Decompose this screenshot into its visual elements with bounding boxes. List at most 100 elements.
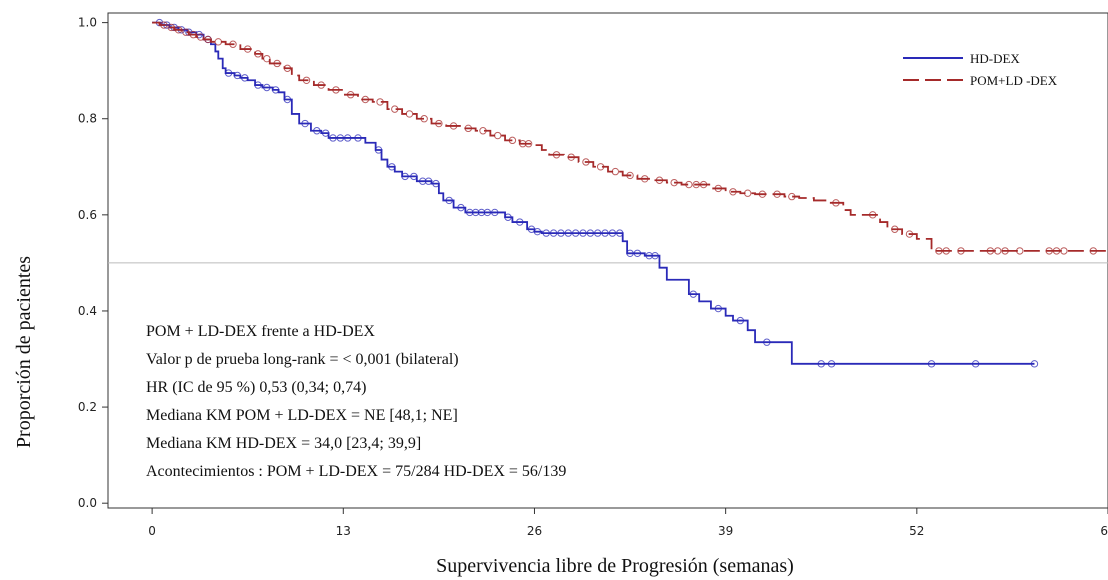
censor-marker bbox=[233, 71, 242, 80]
y-tick-label: 0.2 bbox=[78, 400, 97, 414]
y-axis-title: Proporción de pacientes bbox=[13, 256, 35, 448]
censor-marker bbox=[957, 247, 965, 255]
censor-marker bbox=[905, 230, 914, 238]
censor-marker bbox=[645, 251, 653, 260]
censor-marker bbox=[329, 134, 337, 142]
x-axis-ticks: 0 13 26 39 52 65 bbox=[148, 508, 1108, 538]
censor-marker bbox=[557, 229, 565, 237]
censor-marker bbox=[564, 229, 572, 237]
km-curve-line bbox=[152, 21, 1108, 252]
annotation-line-4: Mediana KM POM + LD-DEX = NE [48,1; NE] bbox=[146, 407, 458, 424]
y-axis-ticks: 0.0 0.2 0.4 0.6 0.8 1.0 bbox=[78, 16, 108, 510]
censor-marker bbox=[464, 124, 472, 133]
censor-marker bbox=[283, 64, 292, 72]
censor-marker bbox=[1045, 247, 1053, 255]
censor-marker bbox=[670, 178, 678, 187]
censor-marker bbox=[1001, 247, 1009, 255]
censor-marker bbox=[699, 180, 708, 189]
censor-marker bbox=[758, 190, 767, 198]
censor-marker bbox=[254, 50, 262, 58]
censor-marker bbox=[1060, 247, 1068, 255]
censor-marker bbox=[494, 131, 502, 140]
censor-marker bbox=[401, 172, 409, 181]
annotation-block: POM + LD-DEX frente a HD-DEX Valor p de … bbox=[146, 323, 566, 480]
censor-marker bbox=[788, 192, 796, 201]
censor-marker bbox=[1016, 247, 1024, 255]
censor-marker bbox=[244, 45, 252, 53]
censor-marker bbox=[344, 134, 352, 142]
censor-marker bbox=[471, 208, 480, 217]
censor-marker bbox=[273, 59, 281, 68]
annotation-line-2: Valor p de prueba long-rank = < 0,001 (b… bbox=[146, 351, 459, 368]
censor-marker bbox=[714, 304, 722, 313]
censor-marker bbox=[744, 189, 752, 197]
censor-marker bbox=[332, 86, 340, 94]
censor-marker bbox=[596, 163, 605, 171]
plot-frame bbox=[107, 12, 1108, 509]
censor-marker bbox=[1089, 247, 1097, 255]
censor-marker bbox=[552, 151, 561, 159]
x-tick-label: 65 bbox=[1100, 524, 1108, 538]
censor-marker bbox=[254, 81, 262, 89]
censor-marker bbox=[586, 229, 595, 237]
censor-marker bbox=[655, 176, 664, 184]
legend-label-hd-dex: HD-DEX bbox=[970, 51, 1020, 66]
y-tick-label: 0.8 bbox=[78, 112, 97, 126]
censor-marker bbox=[601, 229, 609, 237]
censor-marker bbox=[283, 95, 292, 104]
censor-marker bbox=[1030, 360, 1039, 368]
censor-marker bbox=[986, 247, 995, 255]
censor-marker bbox=[689, 290, 697, 298]
censor-marker bbox=[567, 153, 575, 161]
censor-marker bbox=[241, 74, 249, 82]
censor-marker bbox=[374, 146, 383, 154]
censor-marker bbox=[1052, 247, 1061, 255]
annotation-line-6: Acontecimientos : POM + LD-DEX = 75/284 … bbox=[146, 463, 566, 480]
censor-marker bbox=[935, 247, 943, 255]
censor-marker bbox=[971, 360, 980, 368]
censor-marker bbox=[336, 134, 345, 142]
censor-marker bbox=[224, 69, 233, 77]
censor-marker bbox=[420, 115, 428, 123]
censor-marker bbox=[519, 140, 527, 148]
censor-marker bbox=[763, 338, 771, 346]
censor-marker bbox=[160, 21, 168, 29]
censor-marker bbox=[361, 95, 370, 104]
censor-marker bbox=[608, 229, 617, 237]
censor-marker bbox=[611, 167, 620, 176]
censor-marker bbox=[346, 90, 355, 99]
censor-marker bbox=[263, 83, 271, 92]
censor-marker bbox=[405, 110, 414, 118]
censor-marker bbox=[832, 199, 840, 207]
censor-marker bbox=[354, 134, 362, 142]
censor-marker bbox=[491, 208, 499, 217]
annotation-line-5: Mediana KM HD-DEX = 34,0 [23,4; 39,9] bbox=[146, 435, 421, 452]
censor-marker bbox=[616, 229, 624, 237]
censor-marker bbox=[204, 35, 212, 44]
censor-marker bbox=[582, 158, 590, 166]
censor-marker bbox=[869, 211, 877, 219]
censor-marker bbox=[594, 229, 602, 237]
censor-marker bbox=[457, 203, 465, 212]
censor-marker bbox=[196, 33, 205, 41]
censor-marker bbox=[376, 98, 384, 106]
censor-marker bbox=[579, 229, 587, 237]
censor-marker bbox=[388, 163, 396, 171]
censor-marker bbox=[435, 119, 443, 128]
censor-marker bbox=[321, 129, 330, 137]
annotation-line-1: POM + LD-DEX frente a HD-DEX bbox=[146, 323, 375, 340]
censor-marker bbox=[167, 23, 175, 32]
censor-marker bbox=[466, 208, 474, 217]
censor-marker bbox=[729, 188, 737, 196]
censor-marker bbox=[626, 249, 634, 257]
censor-marker bbox=[449, 122, 458, 130]
censor-marker bbox=[410, 172, 418, 181]
censor-marker bbox=[302, 76, 311, 84]
censor-marker bbox=[626, 171, 634, 180]
y-tick-label: 1.0 bbox=[78, 16, 97, 30]
censor-marker bbox=[942, 247, 950, 255]
censor-marker bbox=[182, 28, 190, 36]
y-tick-label: 0.0 bbox=[78, 496, 97, 510]
series-hd-dex bbox=[152, 18, 1039, 368]
